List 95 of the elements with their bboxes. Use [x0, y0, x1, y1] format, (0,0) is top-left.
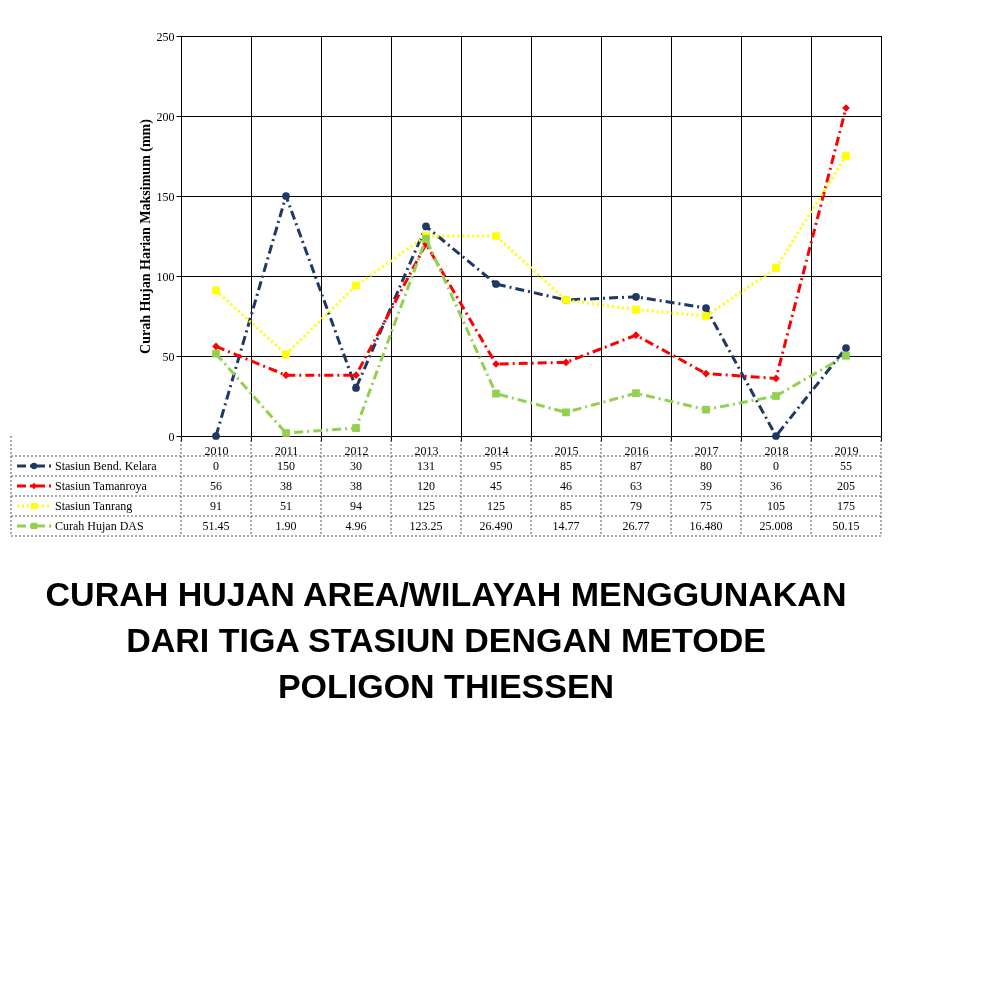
point [772, 432, 780, 440]
data-label: 0 [773, 459, 779, 473]
data-label: 91 [210, 499, 222, 513]
x-tick-label: 2015 [554, 443, 579, 458]
data-label: 36 [770, 479, 782, 493]
point [492, 232, 500, 240]
data-label: 51.45 [202, 519, 230, 533]
data-label: 56 [210, 479, 222, 493]
point [772, 264, 780, 272]
data-label: 105 [767, 499, 785, 513]
point [632, 389, 640, 398]
data-label: 63 [630, 479, 642, 493]
data-label: 94 [350, 499, 362, 513]
y-tick-label: 200 [156, 109, 175, 124]
data-label: 1.90 [275, 519, 297, 533]
point [352, 424, 360, 432]
point [772, 374, 780, 383]
point [352, 281, 360, 290]
point [492, 389, 500, 398]
data-label: 51 [280, 499, 292, 513]
data-label: 175 [837, 499, 855, 513]
data-label: 50.15 [832, 519, 860, 533]
point [352, 384, 360, 392]
data-label: 80 [700, 459, 712, 473]
text: CURAH HUJAN AREA/WILAYAH MENGGUNAKAN DARI TIGA STASIUN DENGAN METODE POLIGON THIESSEN [45, 575, 847, 705]
legend-label: Stasiun Tanrang [55, 499, 133, 513]
data-label: 123.25 [409, 519, 443, 533]
data-label: 38 [280, 479, 292, 493]
data-label: 26.490 [479, 519, 513, 533]
x-tick-label: 2012 [344, 443, 369, 458]
point [282, 350, 290, 359]
data-label: 39 [700, 479, 712, 493]
point [842, 152, 850, 160]
point [282, 192, 290, 200]
legend-label: Curah Hujan DAS [55, 519, 144, 533]
point [492, 280, 500, 288]
y-tick-label: 100 [156, 269, 175, 284]
point [212, 432, 220, 440]
point [422, 222, 430, 231]
data-label: 16.480 [689, 519, 723, 533]
x-tick-label: 2016 [624, 443, 649, 458]
point [702, 304, 710, 312]
data-label: 150 [277, 459, 295, 473]
point [632, 292, 640, 301]
data-label: 85 [560, 459, 572, 473]
point [702, 405, 710, 414]
y-tick-label: 250 [156, 29, 175, 44]
data-label: 95 [490, 459, 502, 473]
point [842, 344, 850, 352]
y-axis-title: Curah Hujan Harian Maksimum (mm) [137, 118, 154, 354]
point [282, 429, 290, 437]
point [282, 371, 290, 380]
point [632, 305, 640, 314]
data-label: 38 [350, 479, 362, 493]
data-label: 87 [630, 459, 642, 473]
x-tick-label: 2010 [204, 443, 229, 458]
data-label: 26.77 [622, 519, 650, 533]
point [632, 331, 640, 340]
point [702, 369, 710, 378]
x-tick-label: 2019 [834, 443, 859, 458]
point [352, 371, 360, 380]
y-tick-label: 0 [168, 429, 175, 444]
legend-label: Stasiun Bend. Kelara [55, 459, 158, 473]
y-tick-label: 150 [156, 189, 175, 204]
point [212, 349, 220, 358]
data-label: 45 [490, 479, 502, 493]
data-label: 0 [213, 459, 219, 473]
x-tick-label: 2018 [764, 443, 789, 458]
data-label: 125 [417, 499, 435, 513]
point [562, 358, 570, 367]
data-label: 25.008 [759, 519, 793, 533]
y-tick-label: 50 [162, 349, 175, 364]
data-label: 75 [700, 499, 712, 513]
point [702, 312, 710, 320]
data-label: 205 [837, 479, 855, 493]
x-tick-label: 2014 [484, 443, 509, 458]
data-label: 120 [417, 479, 435, 493]
data-label: 46 [560, 479, 572, 493]
x-tick-label: 2011 [274, 443, 299, 458]
point [772, 392, 780, 400]
point [212, 342, 220, 351]
data-label: 30 [350, 459, 362, 473]
point [562, 408, 570, 417]
data-label: 131 [417, 459, 435, 473]
data-label: 85 [560, 499, 572, 513]
data-label: 14.77 [552, 519, 580, 533]
point [842, 351, 850, 360]
data-label: 55 [840, 459, 852, 473]
data-label: 125 [487, 499, 505, 513]
data-label: 79 [630, 499, 642, 513]
point [212, 286, 220, 295]
data-label: 4.96 [345, 519, 367, 533]
x-tick-label: 2013 [414, 443, 439, 458]
legend-label: Stasiun Tamanroya [55, 479, 148, 493]
x-tick-label: 2017 [694, 443, 719, 458]
